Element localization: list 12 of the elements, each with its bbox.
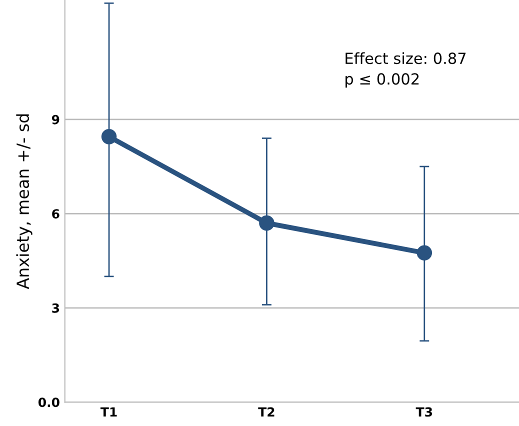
x-tick-label: T3: [416, 407, 432, 417]
y-tick-label: 9: [52, 114, 60, 124]
y-tick-label: 6: [52, 209, 60, 219]
annotation: Effect size: 0.87 p ≤ 0.002: [346, 52, 466, 88]
point: [101, 129, 117, 144]
y-axis-title: Anxiety, mean +/- sd: [16, 114, 32, 290]
y-tick-label: 0.0: [38, 398, 60, 408]
x-tick-label: T1: [100, 407, 117, 417]
y-tick-label: 3: [52, 303, 60, 313]
x-tick-label: T2: [258, 407, 274, 417]
point: [259, 215, 274, 231]
point: [416, 245, 432, 261]
